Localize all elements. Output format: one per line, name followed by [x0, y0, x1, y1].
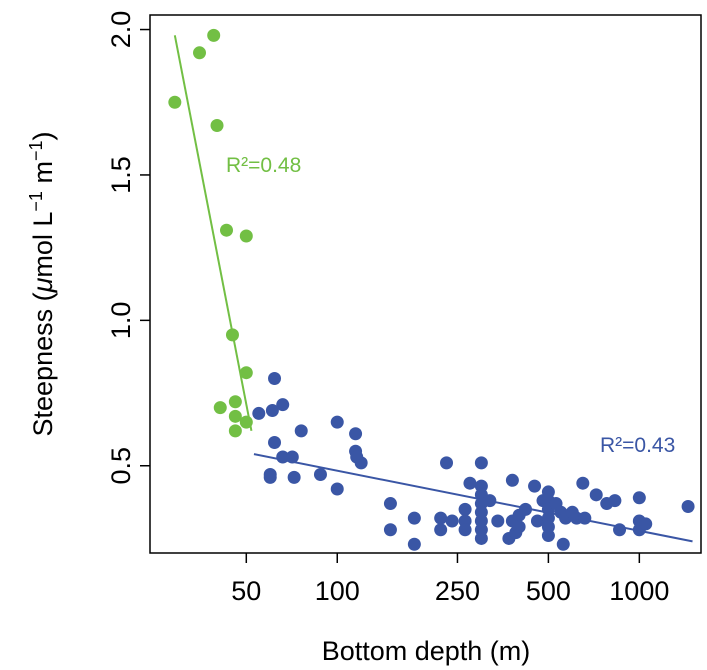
y-tick-label: 2.0 — [106, 11, 136, 49]
point-blue — [354, 456, 368, 470]
point-green — [239, 415, 253, 429]
point-blue — [681, 499, 695, 513]
point-blue — [530, 514, 544, 528]
point-blue — [434, 523, 448, 537]
y-axis: 0.5 1.0 1.5 2.0 — [106, 11, 150, 485]
y-axis-label-exp2: −1 — [26, 141, 46, 162]
data-points — [168, 28, 695, 551]
point-blue — [265, 404, 279, 418]
point-blue — [383, 497, 397, 511]
point-blue — [639, 517, 653, 531]
point-blue — [613, 523, 627, 537]
point-blue — [474, 531, 488, 545]
point-blue — [252, 406, 266, 420]
plot-frame — [149, 14, 702, 554]
point-green — [210, 119, 224, 133]
r2-label-green: R²=0.48 — [226, 154, 301, 177]
point-blue — [407, 511, 421, 525]
y-axis-label-exp1: −1 — [26, 191, 46, 212]
point-blue — [576, 476, 590, 490]
point-blue — [268, 435, 282, 449]
fit-line-blue — [253, 453, 693, 543]
point-blue — [407, 537, 421, 551]
point-blue — [276, 398, 290, 412]
y-axis-label-mu: μ — [28, 277, 58, 293]
point-blue — [276, 450, 290, 464]
r2-label-blue: R²=0.43 — [600, 434, 675, 457]
y-axis-label-suffix: ) — [28, 132, 58, 141]
point-blue — [349, 427, 363, 441]
point-blue — [463, 476, 477, 490]
point-green — [220, 223, 234, 237]
y-axis-label: Steepness (μmol L−1 m−1) — [26, 132, 58, 437]
point-blue — [491, 514, 505, 528]
x-axis-label: Bottom depth (m) — [322, 636, 531, 666]
point-blue — [285, 450, 299, 464]
point-blue — [263, 470, 277, 484]
y-axis-label-mid: m — [28, 161, 58, 191]
x-axis: 50 100 250 500 1000 — [231, 553, 669, 606]
x-tick-label: 100 — [315, 576, 360, 606]
fit-lines — [173, 35, 693, 543]
point-blue — [434, 511, 448, 525]
point-blue — [512, 520, 526, 534]
point-blue — [474, 456, 488, 470]
point-green — [239, 229, 253, 243]
point-green — [228, 409, 242, 423]
point-blue — [313, 467, 327, 481]
y-axis-label-unit: mol L — [28, 212, 58, 278]
y-tick-label: 0.5 — [106, 447, 136, 485]
point-green — [168, 95, 182, 109]
point-blue — [519, 502, 533, 516]
y-tick-label: 1.5 — [106, 156, 136, 194]
point-blue — [458, 523, 472, 537]
x-tick-label: 1000 — [609, 576, 669, 606]
point-green — [225, 328, 239, 342]
x-tick-label: 250 — [435, 576, 480, 606]
point-blue — [541, 529, 555, 543]
point-blue — [483, 494, 497, 508]
point-blue — [330, 415, 344, 429]
point-blue — [589, 488, 603, 502]
y-axis-label-prefix: Steepness ( — [28, 292, 58, 436]
fit-line-green — [173, 35, 253, 432]
x-tick-label: 50 — [231, 576, 261, 606]
point-blue — [578, 511, 592, 525]
point-blue — [608, 494, 622, 508]
point-blue — [445, 514, 459, 528]
point-green — [239, 366, 253, 380]
x-tick-label: 500 — [526, 576, 571, 606]
y-tick-label: 1.0 — [106, 302, 136, 340]
point-blue — [632, 491, 646, 505]
point-blue — [330, 482, 344, 496]
point-green — [213, 401, 227, 415]
point-blue — [458, 502, 472, 516]
point-green — [207, 28, 221, 42]
point-blue — [505, 473, 519, 487]
point-green — [193, 46, 207, 60]
point-blue — [268, 372, 282, 386]
point-blue — [287, 470, 301, 484]
point-blue — [294, 424, 308, 438]
point-blue — [383, 523, 397, 537]
r2-labels: R²=0.48 R²=0.43 — [226, 154, 675, 457]
point-blue — [556, 537, 570, 551]
point-blue — [528, 479, 542, 493]
point-green — [228, 395, 242, 409]
point-green — [228, 424, 242, 438]
point-blue — [440, 456, 454, 470]
